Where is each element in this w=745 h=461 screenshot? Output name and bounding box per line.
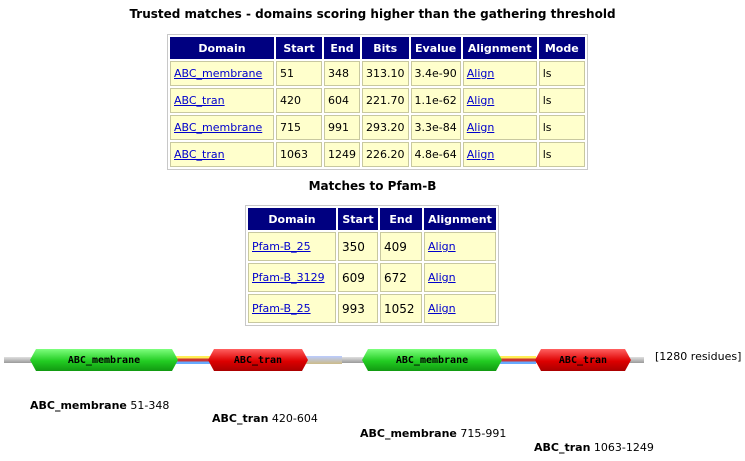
pfamb-matches-title: Matches to Pfam-B xyxy=(308,179,437,193)
end-cell: 1052 xyxy=(380,294,422,323)
trusted-matches-title: Trusted matches - domains scoring higher… xyxy=(129,7,616,21)
evalue-cell: 3.4e-90 xyxy=(410,61,461,86)
pfamb-matches-table: Domain Start End Alignment Pfam-B_25 350… xyxy=(245,205,499,326)
end-cell: 409 xyxy=(380,232,422,261)
domain-abc-membrane[interactable]: ABC_membrane xyxy=(30,349,178,371)
end-cell: 991 xyxy=(324,115,360,140)
mode-cell: ls xyxy=(538,88,585,113)
domain-abc-tran[interactable]: ABC_tran xyxy=(535,349,631,371)
domain-link[interactable]: Pfam-B_3129 xyxy=(252,271,325,284)
mode-cell: ls xyxy=(538,61,585,86)
domain-link[interactable]: ABC_tran xyxy=(174,148,225,161)
domain-label: ABC_tran 420-604 xyxy=(212,412,318,425)
bits-cell: 221.70 xyxy=(362,88,409,113)
domain-link[interactable]: Pfam-B_25 xyxy=(252,240,311,253)
table-row: Pfam-B_3129 609 672 Align xyxy=(248,263,496,292)
col-header-end: End xyxy=(324,37,360,59)
trusted-matches-table: Domain Start End Bits Evalue Alignment M… xyxy=(167,34,588,170)
col-header-alignment: Alignment xyxy=(462,37,537,59)
evalue-cell: 4.8e-64 xyxy=(410,142,461,167)
align-link[interactable]: Align xyxy=(466,94,495,107)
align-link[interactable]: Align xyxy=(466,67,495,80)
domain-abc-membrane[interactable]: ABC_membrane xyxy=(362,349,502,371)
start-cell: 350 xyxy=(338,232,378,261)
align-link[interactable]: Align xyxy=(466,148,495,161)
evalue-cell: 3.3e-84 xyxy=(410,115,461,140)
col-header-mode: Mode xyxy=(538,37,585,59)
mode-cell: ls xyxy=(538,115,585,140)
col-header-bits: Bits xyxy=(362,37,409,59)
domain-link[interactable]: ABC_membrane xyxy=(174,121,263,134)
align-link[interactable]: Align xyxy=(428,271,456,284)
align-link[interactable]: Align xyxy=(466,121,495,134)
mode-cell: ls xyxy=(538,142,585,167)
domain-graphic[interactable]: ABC_membrane ABC_tran ABC_membrane ABC_t… xyxy=(4,349,644,373)
domain-label: ABC_membrane 51-348 xyxy=(30,399,170,412)
start-cell: 51 xyxy=(276,61,322,86)
start-cell: 1063 xyxy=(276,142,322,167)
align-link[interactable]: Align xyxy=(428,302,456,315)
table-row: Pfam-B_25 350 409 Align xyxy=(248,232,496,261)
domain-link[interactable]: Pfam-B_25 xyxy=(252,302,311,315)
pfamb-linker[interactable] xyxy=(176,356,210,364)
domain-link[interactable]: ABC_tran xyxy=(174,94,225,107)
table-row: ABC_tran 420 604 221.70 1.1e-62 Align ls xyxy=(170,88,585,113)
start-cell: 993 xyxy=(338,294,378,323)
start-cell: 609 xyxy=(338,263,378,292)
table-row: ABC_membrane 51 348 313.10 3.4e-90 Align… xyxy=(170,61,585,86)
col-header-start: Start xyxy=(276,37,322,59)
domain-abc-tran[interactable]: ABC_tran xyxy=(208,349,308,371)
end-cell: 672 xyxy=(380,263,422,292)
bits-cell: 226.20 xyxy=(362,142,409,167)
table-header-row: Domain Start End Bits Evalue Alignment M… xyxy=(170,37,585,59)
col-header-alignment: Alignment xyxy=(424,208,496,230)
bits-cell: 313.10 xyxy=(362,61,409,86)
col-header-end: End xyxy=(380,208,422,230)
end-cell: 604 xyxy=(324,88,360,113)
end-cell: 348 xyxy=(324,61,360,86)
col-header-evalue: Evalue xyxy=(410,37,461,59)
align-link[interactable]: Align xyxy=(428,240,456,253)
col-header-domain: Domain xyxy=(170,37,274,59)
table-row: Pfam-B_25 993 1052 Align xyxy=(248,294,496,323)
col-header-domain: Domain xyxy=(248,208,336,230)
start-cell: 420 xyxy=(276,88,322,113)
table-row: ABC_tran 1063 1249 226.20 4.8e-64 Align … xyxy=(170,142,585,167)
residue-count: [1280 residues] xyxy=(655,350,742,363)
pfamb-linker[interactable] xyxy=(500,356,536,364)
pfamb-linker[interactable] xyxy=(306,356,342,364)
bits-cell: 293.20 xyxy=(362,115,409,140)
domain-label: ABC_tran 1063-1249 xyxy=(534,441,654,454)
end-cell: 1249 xyxy=(324,142,360,167)
start-cell: 715 xyxy=(276,115,322,140)
domain-label: ABC_membrane 715-991 xyxy=(360,427,507,440)
table-row: ABC_membrane 715 991 293.20 3.3e-84 Alig… xyxy=(170,115,585,140)
table-header-row: Domain Start End Alignment xyxy=(248,208,496,230)
evalue-cell: 1.1e-62 xyxy=(410,88,461,113)
domain-link[interactable]: ABC_membrane xyxy=(174,67,263,80)
col-header-start: Start xyxy=(338,208,378,230)
